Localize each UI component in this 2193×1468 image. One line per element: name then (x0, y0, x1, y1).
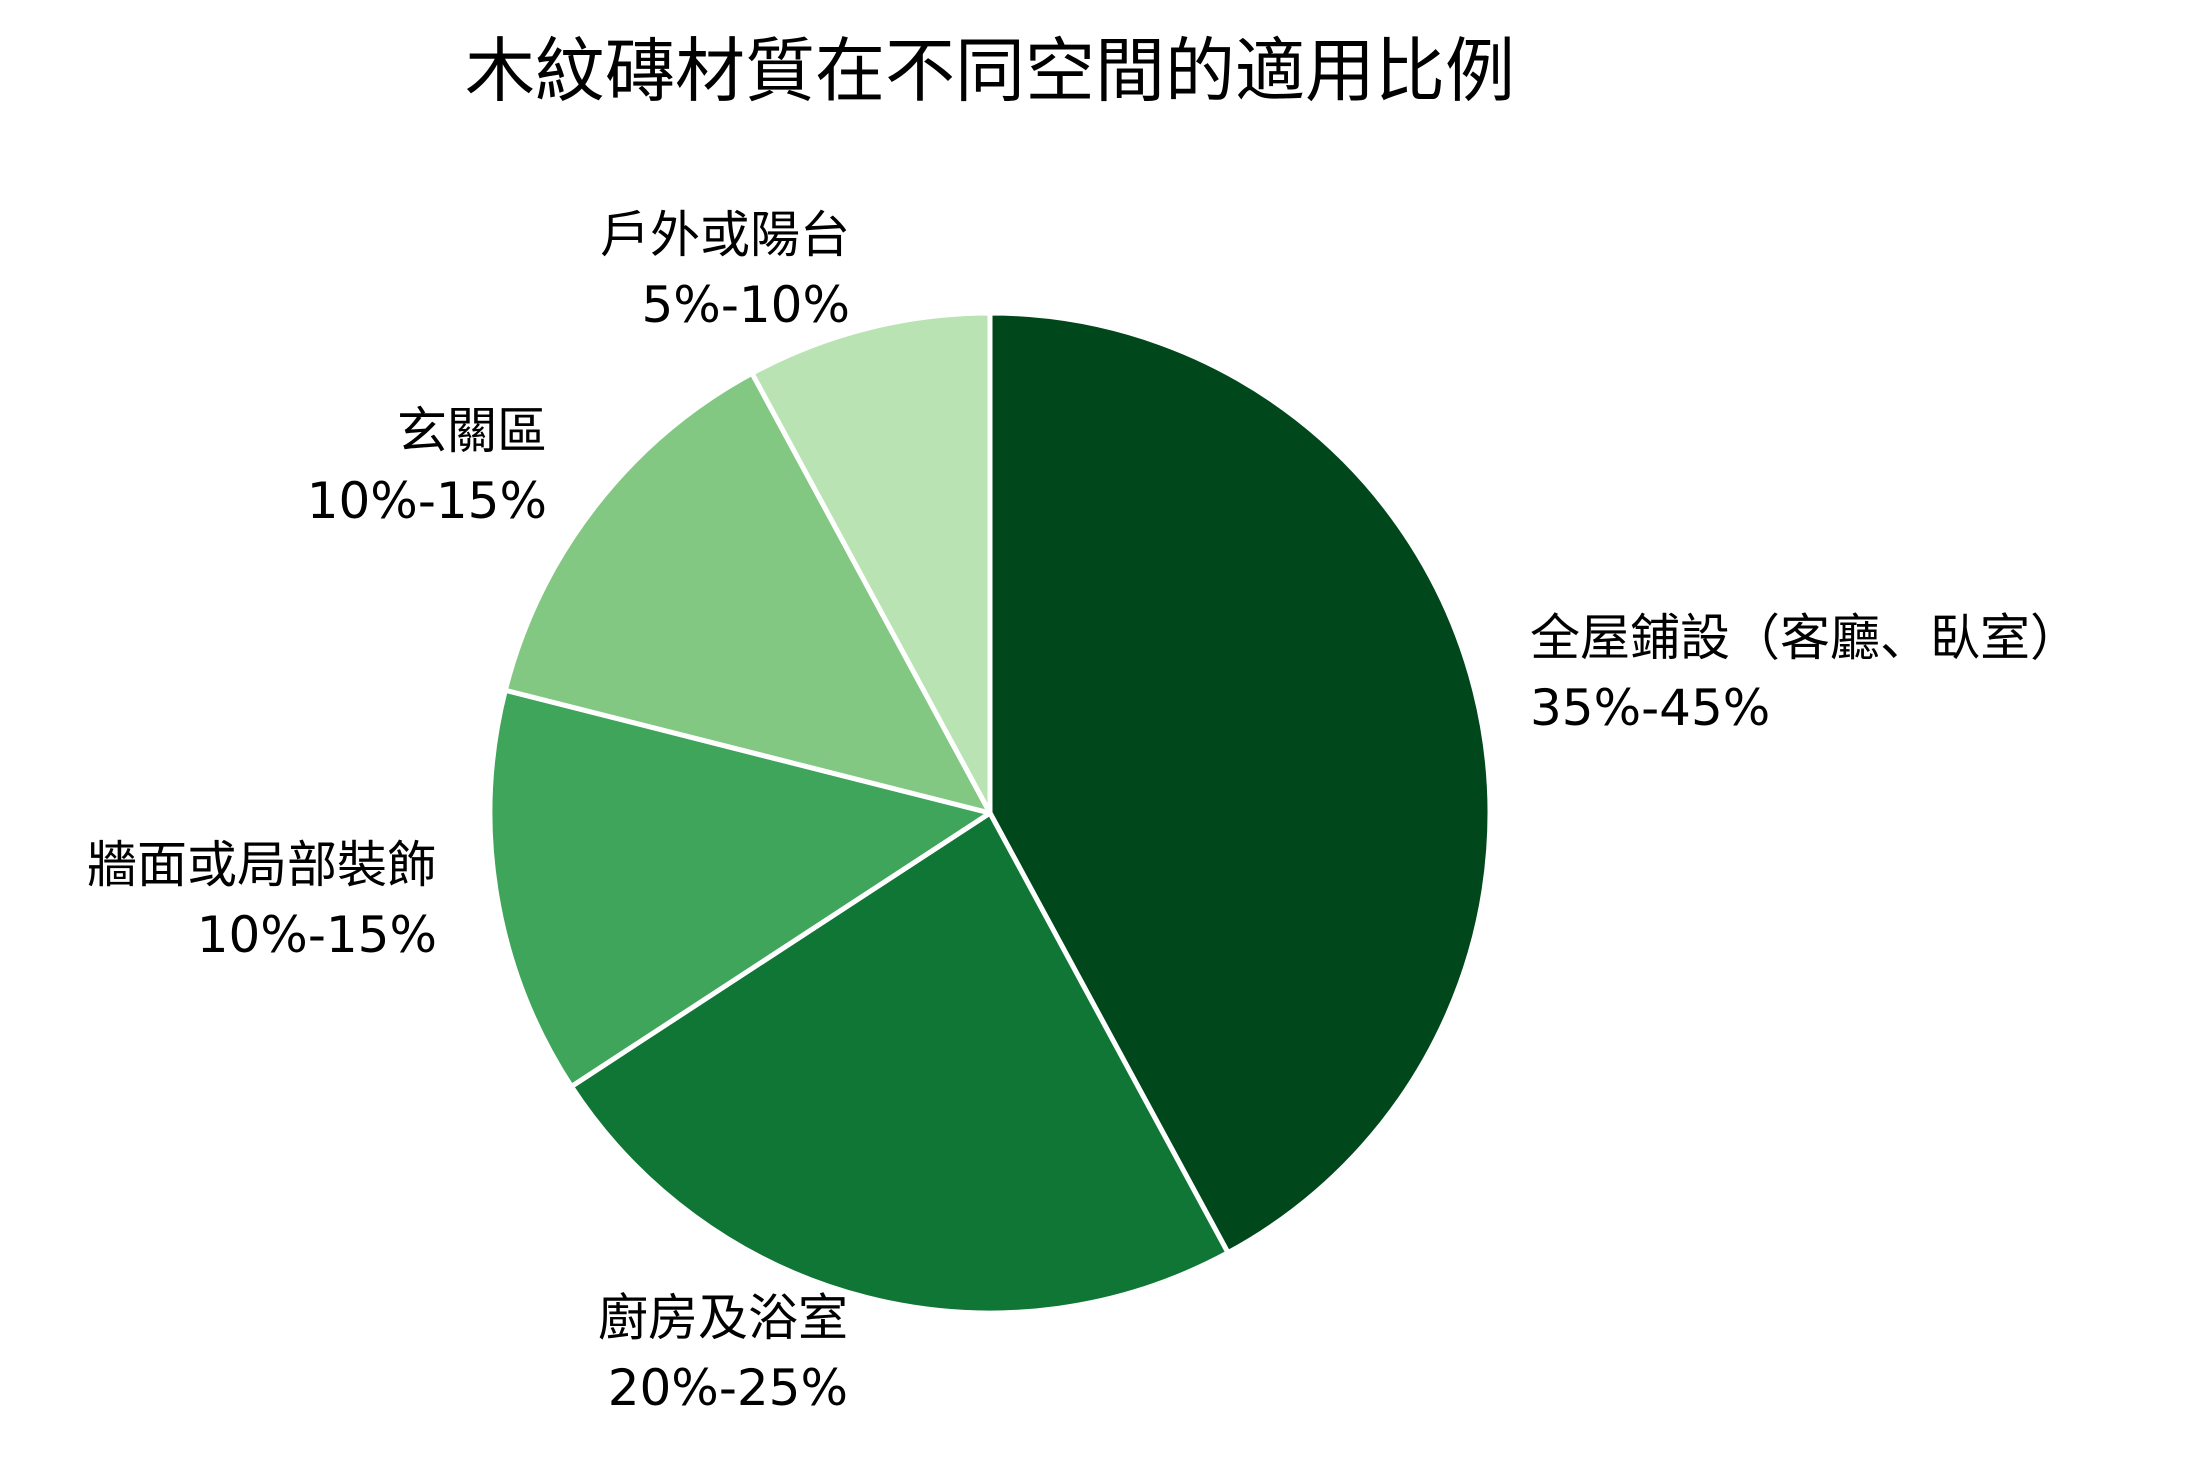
slice-range-label-1: 35%-45% (1530, 679, 1770, 737)
slice-label-3: 牆面或局部裝飾 (87, 836, 437, 894)
pie-slice-2 (568, 810, 1231, 1316)
pie-slice-3 (487, 687, 993, 1089)
slice-label-5: 戶外或陽台 (600, 206, 850, 264)
slice-label-4: 玄關區 (397, 402, 547, 460)
slice-range-label-5: 5%-10% (642, 276, 851, 334)
slice-range-label-4: 10%-15% (307, 472, 547, 530)
pie-labels: 全屋鋪設（客廳、臥室） 35%-45% 廚房及浴室 20%-25% 牆面或局部裝飾 10%… (87, 206, 2080, 1417)
slice-label-1: 全屋鋪設（客廳、臥室） (1530, 609, 2080, 667)
slice-label-2: 廚房及浴室 (598, 1289, 848, 1347)
pie-slice-5 (749, 310, 993, 816)
pie-slices (487, 310, 1493, 1316)
pie-slice-4 (502, 370, 993, 816)
chart-title: 木紋磚材質在不同空間的適用比例 (465, 30, 1515, 112)
slice-range-label-2: 20%-25% (608, 1359, 848, 1417)
pie-slice-1 (987, 310, 1493, 1256)
slice-range-label-3: 10%-15% (197, 906, 437, 964)
